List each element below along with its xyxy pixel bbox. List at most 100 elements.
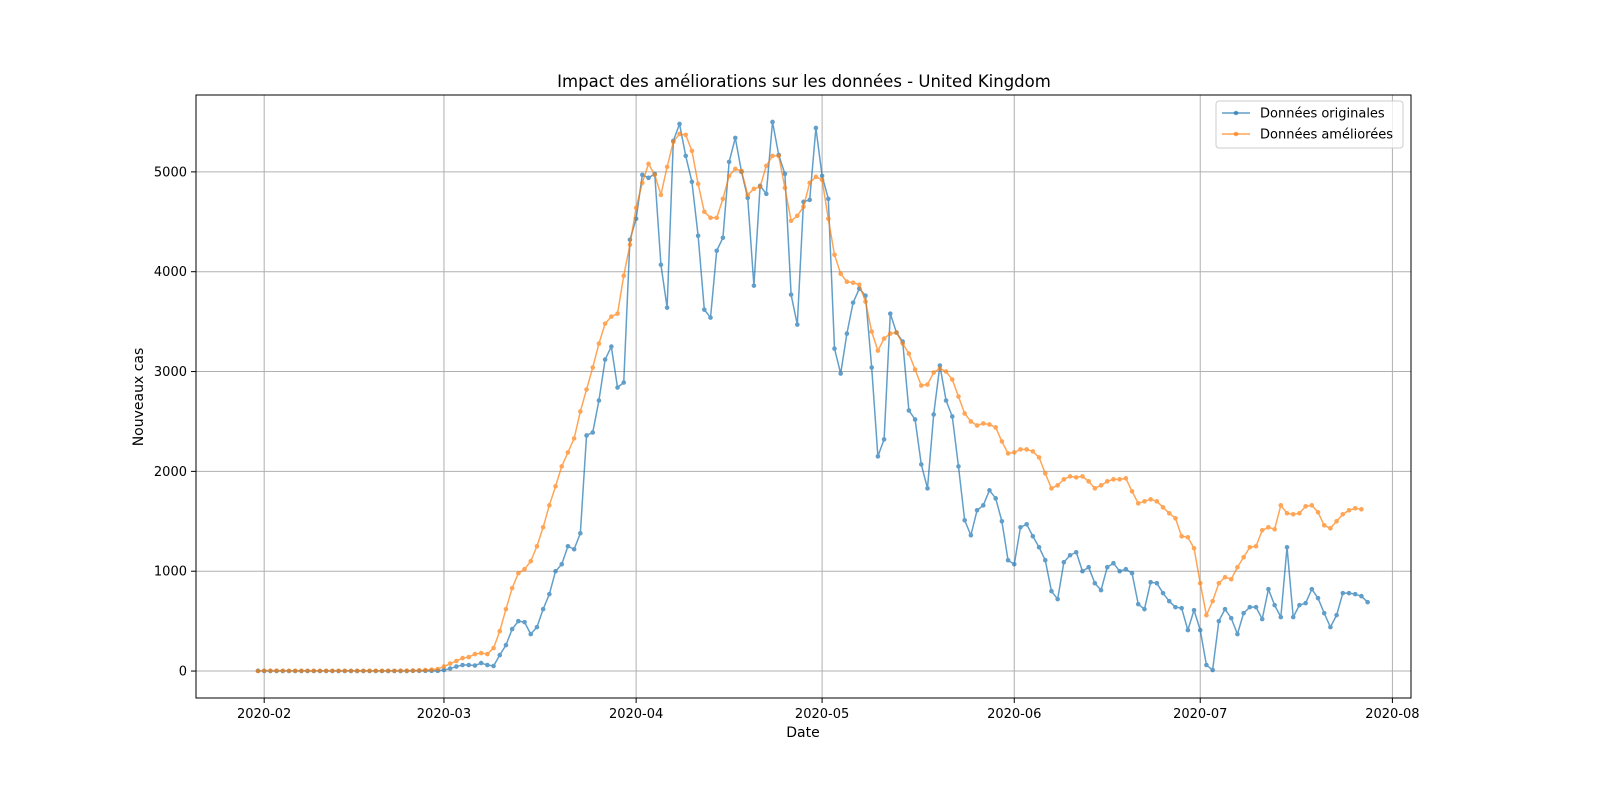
y-tick-label: 3000: [154, 365, 187, 380]
data-point: [987, 488, 992, 493]
data-point: [1266, 524, 1271, 530]
data-point: [739, 168, 744, 174]
data-point: [429, 667, 434, 672]
data-point: [1290, 512, 1296, 517]
x-tick-label: 2020-04: [609, 707, 663, 722]
data-point: [764, 191, 769, 197]
data-point: [652, 172, 658, 178]
data-point: [1104, 479, 1110, 484]
data-point: [323, 668, 329, 674]
legend-swatch-marker: [1233, 110, 1239, 116]
data-point: [1142, 499, 1147, 504]
data-point: [373, 668, 379, 674]
data-point: [695, 181, 701, 187]
grid: [196, 95, 1411, 698]
legend: Données originales Données améliorées: [1215, 100, 1404, 149]
data-point: [435, 666, 441, 672]
data-point: [720, 235, 726, 241]
data-point: [887, 311, 893, 316]
data-point: [813, 125, 819, 131]
data-point: [615, 311, 620, 316]
data-point: [807, 180, 812, 186]
data-point: [1272, 602, 1277, 608]
data-point: [1359, 507, 1364, 512]
legend-swatch-marker: [1233, 131, 1239, 137]
data-point: [1173, 516, 1178, 521]
data-point: [1210, 667, 1215, 673]
data-point: [311, 668, 317, 674]
data-point: [949, 377, 955, 382]
data-point: [1309, 503, 1315, 508]
data-point: [894, 330, 899, 335]
data-point: [584, 433, 589, 438]
data-point: [1117, 568, 1122, 574]
data-point: [1297, 511, 1302, 516]
data-point: [869, 329, 874, 334]
data-point: [1346, 508, 1352, 513]
data-point: [1030, 533, 1036, 539]
data-point: [491, 645, 496, 651]
data-point: [392, 668, 397, 674]
data-point: [1073, 475, 1079, 480]
data-point: [906, 408, 912, 413]
data-point: [1055, 596, 1060, 602]
data-point: [1259, 616, 1265, 622]
data-point: [330, 668, 335, 674]
data-point: [658, 262, 664, 268]
data-point: [844, 331, 850, 336]
data-point: [1197, 580, 1203, 586]
data-point: [299, 668, 304, 674]
data-point: [274, 668, 279, 673]
data-point: [361, 668, 366, 674]
data-point: [708, 215, 713, 221]
data-point: [733, 166, 738, 172]
data-point: [702, 209, 707, 215]
data-point: [1328, 624, 1333, 630]
data-point: [1098, 587, 1104, 593]
data-point: [1241, 554, 1246, 560]
data-point: [826, 216, 831, 222]
x-tick-label: 2020-07: [1173, 707, 1227, 722]
series-1: [255, 119, 1370, 674]
data-point: [590, 430, 596, 435]
data-point: [931, 370, 936, 375]
data-point: [584, 387, 589, 392]
data-point: [1067, 552, 1073, 558]
data-point: [1092, 580, 1098, 586]
data-point: [1005, 557, 1011, 563]
data-point: [1142, 606, 1147, 612]
data-point: [900, 341, 905, 346]
data-point: [664, 305, 670, 310]
legend-label: Données originales: [1260, 107, 1385, 122]
data-point: [497, 652, 503, 658]
data-point: [987, 422, 992, 427]
data-point: [472, 651, 478, 657]
data-point: [962, 517, 967, 523]
data-point: [540, 606, 546, 612]
data-point: [956, 464, 961, 469]
data-point: [423, 667, 428, 673]
data-point: [1179, 533, 1184, 539]
data-point: [447, 661, 453, 666]
data-point: [1284, 511, 1290, 516]
series-line: [257, 133, 1362, 672]
data-point: [974, 423, 980, 428]
data-point: [1179, 605, 1184, 611]
data-point: [881, 437, 887, 442]
data-point: [819, 173, 825, 179]
data-point: [770, 153, 775, 159]
data-point: [838, 371, 843, 376]
y-tick-label: 2000: [154, 465, 187, 480]
data-point: [751, 283, 757, 288]
data-point: [968, 532, 974, 538]
data-point: [578, 409, 583, 414]
data-point: [441, 667, 447, 673]
data-point: [1303, 504, 1308, 509]
data-point: [261, 668, 267, 673]
data-point: [509, 585, 515, 591]
data-point: [702, 307, 707, 312]
data-point: [578, 530, 583, 536]
data-point: [1092, 486, 1098, 491]
series-layer: [255, 119, 1370, 674]
data-point: [1247, 544, 1253, 550]
